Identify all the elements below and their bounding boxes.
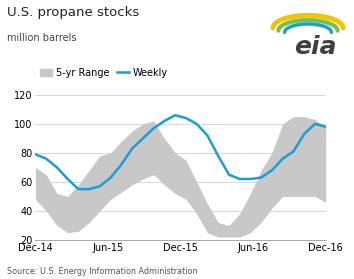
- Text: Source: U.S. Energy Information Administration: Source: U.S. Energy Information Administ…: [7, 267, 198, 276]
- Text: million barrels: million barrels: [7, 33, 76, 44]
- Legend: 5-yr Range, Weekly: 5-yr Range, Weekly: [40, 68, 168, 78]
- Text: eia: eia: [295, 35, 337, 59]
- Text: U.S. propane stocks: U.S. propane stocks: [7, 6, 139, 19]
